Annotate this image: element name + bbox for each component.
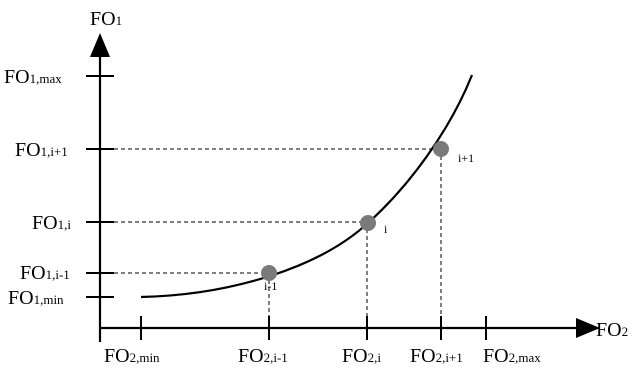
guide-lines [100, 148, 442, 328]
point-i+1 [433, 141, 449, 157]
point-label-i-1: i-1 [264, 279, 277, 293]
point-label-i+1: i+1 [458, 151, 474, 165]
x-tick-label-max: FO2,max [483, 345, 541, 367]
x-tick-label-min: FO2,min [104, 345, 160, 367]
x-tick-label-i-1: FO2,i-1 [238, 345, 288, 367]
solution-points [261, 141, 449, 281]
x-axis-title: FO2 [596, 319, 628, 341]
point-i-1 [261, 265, 277, 281]
x-tick-marks [140, 316, 487, 340]
pareto-curve [140, 74, 474, 299]
y-axis-arrow-icon [90, 33, 110, 57]
y-tick-label-i: FO1,i [32, 212, 71, 234]
y-tick-marks [86, 75, 114, 298]
x-tick-label-i+1: FO2,i+1 [410, 345, 463, 367]
y-tick-label-i+1: FO1,i+1 [15, 139, 68, 161]
x-tick-label-i: FO2,i [342, 345, 381, 367]
x-axis-arrow-icon [576, 318, 600, 338]
y-axis-title: FO1 [90, 8, 122, 30]
x-axis [100, 318, 600, 338]
point-i [360, 215, 376, 231]
point-label-i: i [384, 222, 388, 236]
y-tick-label-min: FO1,min [8, 287, 64, 309]
y-axis [90, 33, 110, 342]
y-tick-label-i-1: FO1,i-1 [20, 262, 70, 284]
y-tick-label-max: FO1,max [4, 66, 62, 88]
